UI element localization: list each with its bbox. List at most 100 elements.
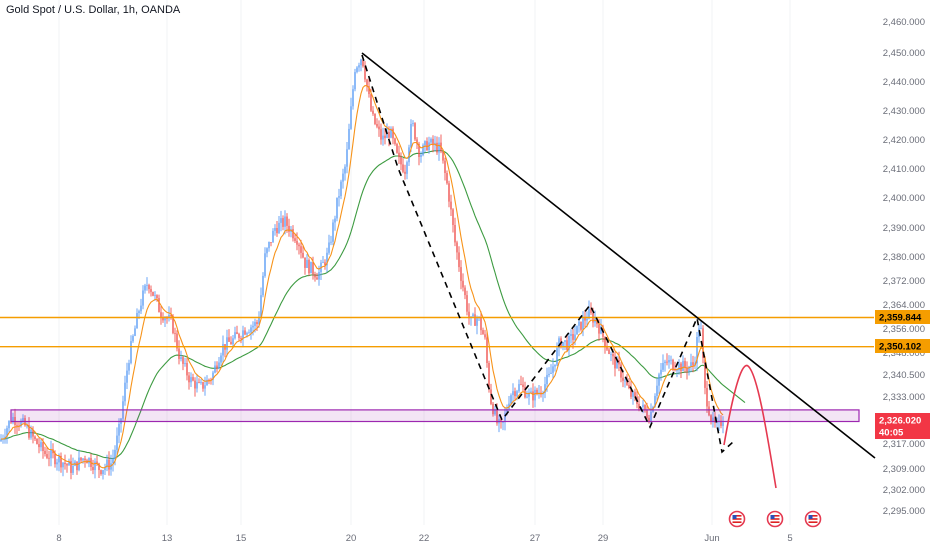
flag-stripe xyxy=(732,515,742,517)
candle-body-up xyxy=(68,461,70,466)
candle-body-down xyxy=(300,246,302,253)
candle-body-down xyxy=(480,317,482,331)
candle-body-down xyxy=(456,242,458,253)
candle-body-down xyxy=(482,330,484,335)
price-tag-box xyxy=(875,413,930,427)
economic-events[interactable] xyxy=(728,510,822,528)
candle-body-down xyxy=(64,462,66,465)
candle-body-up xyxy=(420,154,422,157)
candle-body-up xyxy=(534,389,536,401)
candle-body-up xyxy=(574,334,576,340)
candle-body-up xyxy=(268,242,270,249)
time-tick-label: 5 xyxy=(787,533,792,544)
candle-body-down xyxy=(666,361,668,363)
candle-body-up xyxy=(554,364,556,367)
candle-body-up xyxy=(226,337,228,350)
candle-body-up xyxy=(40,442,42,448)
candle-body-up xyxy=(390,128,392,138)
candle-body-down xyxy=(302,252,304,258)
candle-body-up xyxy=(382,135,384,140)
ma-fast-layer xyxy=(0,85,724,469)
chart-title: Gold Spot / U.S. Dollar, 1h, OANDA xyxy=(6,4,181,16)
candle-body-down xyxy=(644,404,646,411)
flag-stripe xyxy=(770,515,780,517)
candle-body-down xyxy=(416,139,418,144)
candle-body-down xyxy=(646,410,648,418)
candle-body-up xyxy=(116,435,118,450)
candle-body-down xyxy=(614,356,616,369)
candle-body-up xyxy=(600,326,602,334)
candle-body-down xyxy=(376,124,378,127)
candle-body-down xyxy=(684,361,686,368)
time-axis[interactable]: 8 13 15 20 22 27 29 Jun 5 xyxy=(56,533,792,544)
candle-body-down xyxy=(32,429,34,437)
price-tag-label: 2,326.020 xyxy=(879,416,921,427)
us-flag-icon[interactable] xyxy=(766,510,784,528)
candle-body-down xyxy=(450,201,452,210)
candle-body-up xyxy=(386,131,388,139)
candle-body-up xyxy=(264,253,266,276)
price-tick-label: 2,356.000 xyxy=(883,324,925,335)
price-tag-label: 40:05 xyxy=(879,428,904,439)
candle-body-up xyxy=(200,382,202,383)
candle-body-down xyxy=(152,291,154,296)
price-tag-label: 2,350.102 xyxy=(879,342,921,353)
candle-body-up xyxy=(512,391,514,396)
candle-body-up xyxy=(258,316,260,324)
candle-body-up xyxy=(6,428,8,437)
candle-body-up xyxy=(352,89,354,107)
candle-body-up xyxy=(72,465,74,473)
candle-body-up xyxy=(722,422,724,426)
candle-body-up xyxy=(278,222,280,234)
candle-body-up xyxy=(682,361,684,372)
candle-body-down xyxy=(230,341,232,345)
candle-body-down xyxy=(396,144,398,153)
candle-body-down xyxy=(42,442,44,451)
candle-body-down xyxy=(394,138,396,144)
candle-body-up xyxy=(526,396,528,398)
candle-body-up xyxy=(550,372,552,374)
candle-body-down xyxy=(216,365,218,369)
candle-body-down xyxy=(720,420,722,426)
candle-body-up xyxy=(246,332,248,335)
candle-body-down xyxy=(298,244,300,247)
candle-body-down xyxy=(188,375,190,383)
price-axis[interactable]: 2,460.000 2,450.000 2,440.000 2,430.000 2,42… xyxy=(883,17,925,517)
candle-body-up xyxy=(342,173,344,182)
candle-body-down xyxy=(192,377,194,381)
candle-body-up xyxy=(104,467,106,471)
candle-body-up xyxy=(658,374,660,386)
candle-body-down xyxy=(454,225,456,243)
candle-body-down xyxy=(36,438,38,444)
candle-body-up xyxy=(20,420,22,426)
candle-body-up xyxy=(232,338,234,345)
candle-body-up xyxy=(632,392,634,397)
candle-body-down xyxy=(148,285,150,290)
candle-body-down xyxy=(182,357,184,364)
candle-body-up xyxy=(530,391,532,393)
candle-body-up xyxy=(544,384,546,394)
candle-body-up xyxy=(494,409,496,415)
candle-body-down xyxy=(108,459,110,470)
flag-canton xyxy=(770,515,775,519)
candle-body-down xyxy=(388,131,390,138)
candle-body-down xyxy=(364,66,366,80)
candle-body-up xyxy=(660,369,662,375)
candle-body-up xyxy=(700,328,702,330)
candle-body-up xyxy=(354,72,356,90)
us-flag-icon[interactable] xyxy=(804,510,822,528)
candle-body-up xyxy=(168,314,170,319)
candle-body-up xyxy=(472,314,474,317)
candle-body-up xyxy=(114,449,116,459)
candle-body-up xyxy=(8,420,10,429)
candle-body-down xyxy=(374,113,376,124)
candle-body-up xyxy=(140,305,142,312)
candle-body-down xyxy=(604,336,606,347)
candle-body-down xyxy=(70,461,72,473)
candle-body-down xyxy=(448,183,450,202)
us-flag-icon[interactable] xyxy=(728,510,746,528)
price-tag-box xyxy=(875,425,930,439)
candle-body-down xyxy=(362,59,364,67)
price-tick-label: 2,340.500 xyxy=(883,370,925,381)
